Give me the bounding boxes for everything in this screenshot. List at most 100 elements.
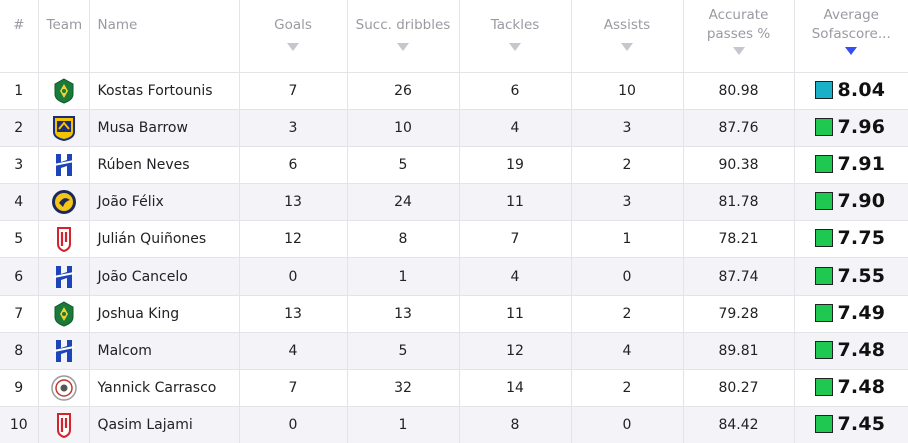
sort-arrow-active-icon[interactable] [845, 47, 858, 55]
header-assists[interactable]: Assists [571, 0, 684, 73]
rating-color-swatch [814, 340, 833, 359]
team-cell[interactable] [38, 109, 90, 147]
rating-value: 7.91 [837, 152, 886, 175]
tackles-cell: 7 [459, 220, 572, 259]
table-row[interactable]: 3 Rúben Neves 6 5 19 2 90.38 7.91 [0, 146, 908, 185]
assists-cell: 4 [571, 332, 684, 371]
sort-arrow-icon[interactable] [621, 43, 633, 51]
rating-badge: 8.04 [814, 79, 886, 101]
sort-arrow-icon[interactable] [397, 43, 409, 51]
team-cell[interactable] [38, 406, 90, 443]
assists-cell: 3 [571, 109, 684, 147]
header-average-rating[interactable]: Average Sofascore... [794, 0, 908, 73]
sort-arrow-icon[interactable] [509, 43, 521, 51]
team-cell[interactable] [38, 369, 90, 408]
table-row[interactable]: 9 Yannick Carrasco 7 32 14 2 80.27 7.48 [0, 369, 908, 408]
al-taawoun-icon[interactable] [51, 115, 77, 141]
goals-cell: 12 [239, 220, 348, 259]
goals-cell: 7 [239, 72, 348, 110]
rating-cell: 8.04 [794, 72, 908, 110]
rating-cell: 7.48 [794, 332, 908, 371]
rating-badge: 7.91 [814, 152, 886, 175]
player-name[interactable]: Qasim Lajami [89, 406, 240, 443]
rating-badge: 7.96 [814, 116, 886, 138]
al-qadsiah-icon[interactable] [51, 412, 77, 439]
rating-cell: 7.90 [794, 183, 908, 222]
dribbles-cell: 5 [347, 146, 460, 185]
sort-arrow-icon[interactable] [732, 47, 745, 55]
player-name[interactable]: Kostas Fortounis [89, 72, 240, 110]
rating-cell: 7.75 [794, 220, 908, 259]
player-name[interactable]: João Félix [89, 183, 240, 222]
team-cell[interactable] [38, 257, 90, 296]
player-name[interactable]: Yannick Carrasco [89, 369, 240, 408]
al-qadsiah-icon[interactable] [51, 226, 77, 253]
dribbles-cell: 5 [347, 332, 460, 371]
rating-badge: 7.48 [814, 376, 886, 399]
rank-cell: 1 [0, 72, 39, 110]
rank-cell: 7 [0, 295, 39, 333]
player-name[interactable]: Musa Barrow [89, 109, 240, 147]
table-header-row: # Team Name Goals Succ. dribbles Tackles… [0, 0, 908, 73]
rating-value: 7.49 [837, 301, 886, 324]
rating-cell: 7.45 [794, 406, 908, 443]
rank-cell: 2 [0, 109, 39, 147]
table-body: 1 Kostas Fortounis 7 26 6 10 80.98 8.04 … [0, 72, 908, 443]
accurate-passes-cell: 79.28 [683, 295, 795, 333]
table-row[interactable]: 5 Julián Quiñones 12 8 7 1 78.21 7.75 [0, 220, 908, 259]
table-row[interactable]: 10 Qasim Lajami 0 1 8 0 84.42 7.45 [0, 406, 908, 443]
player-name[interactable]: Rúben Neves [89, 146, 240, 185]
sort-arrow-icon[interactable] [287, 43, 299, 51]
accurate-passes-cell: 81.78 [683, 183, 795, 222]
table-row[interactable]: 4 João Félix 13 24 11 3 81.78 7.90 [0, 183, 908, 222]
header-succ-dribbles[interactable]: Succ. dribbles [347, 0, 460, 73]
goals-cell: 4 [239, 332, 348, 371]
table-row[interactable]: 7 Joshua King 13 13 11 2 79.28 7.49 [0, 295, 908, 333]
player-name[interactable]: Joshua King [89, 295, 240, 333]
header-goals[interactable]: Goals [239, 0, 348, 73]
goals-cell: 13 [239, 295, 348, 333]
player-name[interactable]: João Cancelo [89, 257, 240, 296]
tackles-cell: 14 [459, 369, 572, 408]
player-name[interactable]: Malcom [89, 332, 240, 371]
assists-cell: 2 [571, 146, 684, 185]
al-hilal-icon[interactable] [51, 264, 77, 290]
team-cell[interactable] [38, 332, 90, 371]
team-cell[interactable] [38, 220, 90, 259]
rank-cell: 9 [0, 369, 39, 408]
table-row[interactable]: 8 Malcom 4 5 12 4 89.81 7.48 [0, 332, 908, 371]
team-cell[interactable] [38, 72, 90, 110]
rating-value: 7.48 [837, 376, 886, 399]
header-tackles[interactable]: Tackles [459, 0, 572, 73]
al-shabab-icon[interactable] [50, 375, 77, 401]
assists-cell: 2 [571, 295, 684, 333]
rating-cell: 7.55 [794, 257, 908, 296]
player-name[interactable]: Julián Quiñones [89, 220, 240, 259]
dribbles-cell: 32 [347, 369, 460, 408]
al-nassr-icon[interactable] [51, 189, 77, 215]
accurate-passes-cell: 89.81 [683, 332, 795, 371]
team-cell[interactable] [38, 295, 90, 333]
rating-badge: 7.49 [814, 301, 886, 324]
assists-cell: 10 [571, 72, 684, 110]
rating-color-swatch [814, 378, 833, 397]
table-row[interactable]: 6 João Cancelo 0 1 4 0 87.74 7.55 [0, 257, 908, 296]
table-row[interactable]: 2 Musa Barrow 3 10 4 3 87.76 7.96 [0, 109, 908, 147]
al-hilal-icon[interactable] [51, 152, 77, 178]
tackles-cell: 8 [459, 406, 572, 443]
accurate-passes-cell: 80.27 [683, 369, 795, 408]
team-cell[interactable] [38, 183, 90, 222]
assists-cell: 1 [571, 220, 684, 259]
dribbles-cell: 26 [347, 72, 460, 110]
assists-cell: 3 [571, 183, 684, 222]
al-khaleej-icon[interactable] [51, 301, 77, 327]
table-row[interactable]: 1 Kostas Fortounis 7 26 6 10 80.98 8.04 [0, 72, 908, 110]
al-khaleej-icon[interactable] [51, 78, 77, 104]
team-cell[interactable] [38, 146, 90, 185]
rating-value: 7.75 [837, 227, 886, 250]
al-hilal-icon[interactable] [51, 338, 77, 364]
assists-cell: 0 [571, 406, 684, 443]
rating-value: 7.45 [837, 413, 886, 436]
header-accurate-passes[interactable]: Accurate passes % [683, 0, 795, 73]
